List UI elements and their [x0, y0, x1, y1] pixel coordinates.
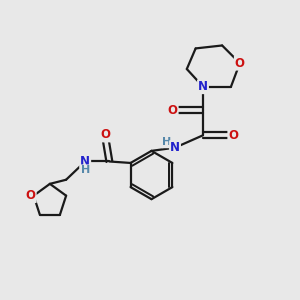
Text: N: N [198, 80, 208, 93]
Text: O: O [235, 57, 245, 70]
Text: O: O [168, 104, 178, 117]
Text: O: O [26, 189, 36, 202]
Text: H: H [162, 137, 171, 147]
Text: O: O [228, 129, 238, 142]
Text: O: O [101, 128, 111, 142]
Text: N: N [170, 141, 180, 154]
Text: N: N [80, 155, 90, 168]
Text: H: H [81, 165, 90, 175]
